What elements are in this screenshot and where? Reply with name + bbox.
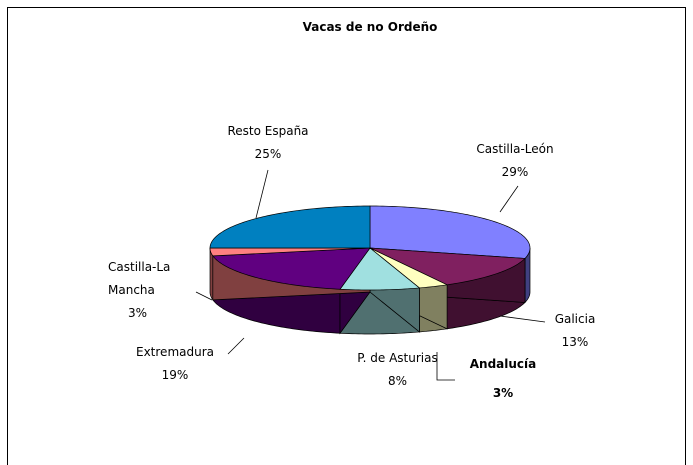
- leader-line: [436, 352, 455, 381]
- data-label: Resto España 25%: [208, 120, 328, 166]
- value-label: 3%: [492, 386, 514, 400]
- slice: [209, 247, 371, 257]
- chart-title: Vacas de no Ordeño: [302, 20, 438, 34]
- leader-line: [255, 169, 269, 219]
- slice: [369, 205, 531, 259]
- data-label: Castilla-La Mancha 3%: [108, 256, 193, 325]
- slice: [369, 247, 526, 286]
- slice: [369, 247, 449, 289]
- value-label: 3%: [128, 306, 148, 320]
- leader-line: [499, 185, 519, 213]
- leader-line: [499, 315, 546, 323]
- category-label: Galicia: [554, 312, 596, 326]
- slice: [209, 205, 371, 249]
- category-label: Castilla-La Mancha: [108, 260, 171, 297]
- value-label: 19%: [161, 368, 189, 382]
- data-label: Galicia 13%: [545, 308, 605, 354]
- leader-line: [227, 337, 245, 355]
- slice: [212, 247, 371, 290]
- category-label: Castilla-León: [476, 142, 554, 156]
- data-label: Andalucía 3%: [463, 350, 543, 408]
- leader-line: [195, 291, 213, 301]
- data-label: Castilla-León 29%: [460, 138, 570, 184]
- value-label: 13%: [561, 335, 589, 349]
- category-label: Andalucía: [469, 357, 537, 371]
- data-label: Extremadura 19%: [115, 341, 235, 387]
- data-label: P. de Asturias 8%: [340, 347, 455, 393]
- category-label: Resto España: [227, 124, 309, 138]
- category-label: Extremadura: [136, 345, 214, 359]
- value-label: 25%: [254, 147, 282, 161]
- category-label: P. de Asturias: [357, 351, 438, 365]
- value-label: 8%: [387, 374, 408, 388]
- slice: [339, 247, 421, 291]
- value-label: 29%: [501, 165, 529, 179]
